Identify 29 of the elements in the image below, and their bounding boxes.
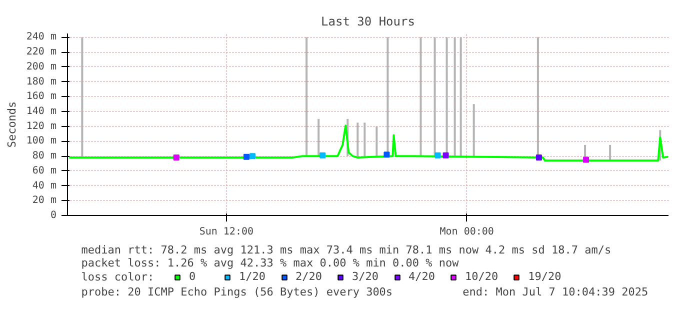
- legend-label: 2/20: [296, 270, 322, 283]
- y-tick-label: 20 m: [32, 195, 57, 206]
- legend-label: 3/20: [352, 270, 378, 283]
- text: end: Mon Jul 7 10:04:39 2025: [462, 286, 648, 298]
- legend-label: 4/20: [408, 270, 435, 283]
- y-tick-label: 200 m: [26, 61, 57, 72]
- legend-label: 10/20: [465, 270, 498, 283]
- legend-label: 0: [189, 270, 197, 283]
- y-tick-label: 120 m: [26, 120, 57, 132]
- text: packet loss: 1.26 % avg 42.33 % max 0.00 % min 0.00 % now: [81, 256, 460, 270]
- y-tick-label: 0: [50, 210, 57, 221]
- legend-label: 1/20: [239, 270, 266, 283]
- text: probe: 20 ICMP Echo Pings (56 Bytes) every 300s: [81, 286, 393, 298]
- y-tick-label: 240 m: [26, 32, 57, 43]
- legend-label: 19/20: [528, 270, 562, 283]
- y-tick-label: 40 m: [32, 180, 57, 192]
- y-tick-label: 160 m: [26, 91, 57, 102]
- x-tick-label: Mon 00:00: [440, 226, 494, 238]
- y-tick-label: 220 m: [26, 46, 57, 58]
- y-tick-label: 60 m: [32, 165, 57, 176]
- x-tick-label: Sun 12:00: [199, 226, 254, 238]
- y-tick-label: 80 m: [32, 150, 57, 162]
- y-tick-label: 140 m: [26, 106, 57, 117]
- text: median rtt: 78.2 ms avg 121.3 ms max 73.4 ms min 78.1 ms now 4.2 ms sd 18.7 am/s: [81, 244, 612, 256]
- y-tick-label: 100 m: [26, 136, 57, 147]
- legend-title: loss color:: [81, 270, 154, 284]
- y-axis-title: Seconds: [5, 101, 18, 148]
- chart-title: Last 30 Hours: [321, 14, 415, 28]
- y-tick-label: 180 m: [26, 76, 57, 88]
